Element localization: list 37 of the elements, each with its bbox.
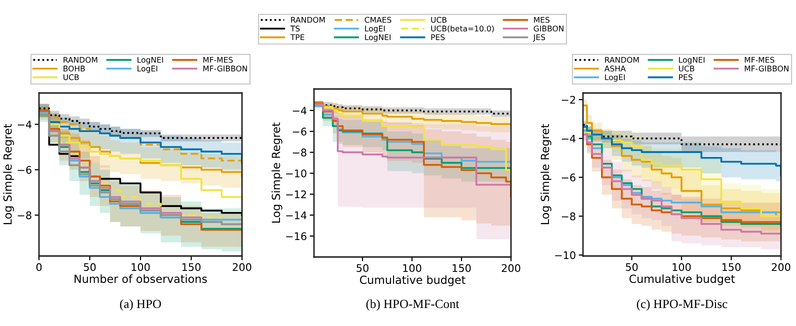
x-tick-label: 100	[403, 264, 422, 272]
x-tick-label: 150	[182, 263, 200, 272]
x-tick-label: 100	[672, 263, 691, 272]
y-axis-title: Log Simple Regret	[3, 124, 14, 224]
y-tick-label: −2	[562, 96, 576, 104]
y-axis-title: Log Simple Regret	[540, 124, 552, 224]
x-axis-title: Cumulative budget	[629, 274, 735, 286]
y-tick-label: −4	[292, 106, 306, 114]
y-tick-label: −10	[286, 169, 306, 178]
y-tick-label: −16	[286, 232, 306, 240]
x-tick-label: 200	[772, 263, 790, 272]
y-tick-label: −6	[292, 128, 306, 136]
y-tick-label: −10	[555, 251, 576, 260]
x-tick-label: 200	[502, 264, 520, 272]
x-axis-title: Number of observations	[74, 274, 207, 284]
x-tick-label: 100	[132, 263, 150, 272]
y-tick-label: −4	[18, 120, 32, 128]
text: (b) HPO-MF-Cont	[366, 299, 460, 311]
y-tick-label: −6	[18, 166, 32, 174]
x-tick-label: 200	[232, 263, 252, 272]
y-tick-label: −8	[18, 211, 32, 220]
y-tick-label: −6	[562, 174, 576, 182]
text: (a) HPO	[120, 299, 161, 311]
y-tick-label: −14	[286, 211, 306, 220]
text: (c) HPO-MF-Disc	[636, 299, 728, 311]
y-tick-label: −4	[562, 134, 576, 142]
x-axis-title: Cumulative budget	[360, 275, 466, 286]
y-axis-title: Log Simple Regret	[272, 122, 282, 223]
y-tick-label: −8	[562, 212, 576, 220]
x-tick-label: 50	[626, 263, 638, 272]
x-tick-label: 150	[722, 263, 740, 272]
y-tick-label: −12	[286, 190, 306, 198]
x-tick-label: 150	[452, 264, 471, 272]
x-tick-label: 0	[36, 263, 42, 272]
x-tick-label: 50	[84, 263, 96, 272]
x-tick-label: 50	[356, 264, 368, 272]
y-tick-label: −8	[292, 148, 306, 156]
